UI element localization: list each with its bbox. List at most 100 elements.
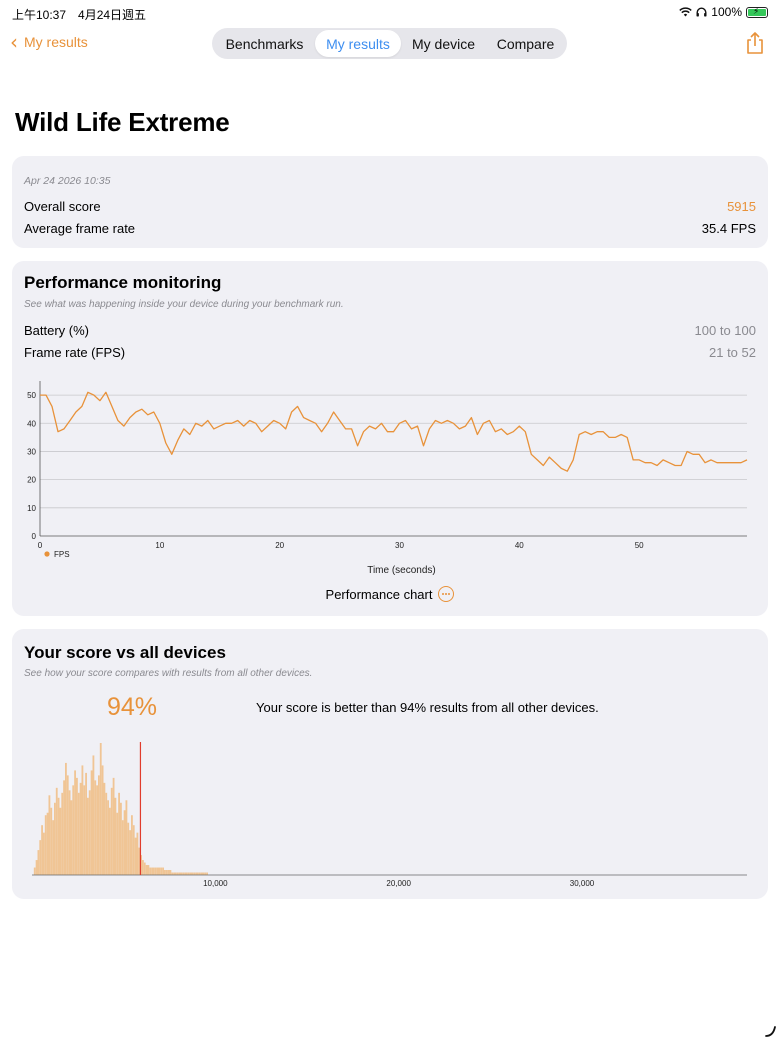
histogram-bar [154,867,157,875]
performance-title: Performance monitoring [24,273,222,292]
x-tick-label-20: 20 [275,541,284,550]
histogram-bar [120,802,122,875]
histogram-bar [156,867,159,875]
histogram-bar [197,872,199,875]
battery-range: 100 to 100 [694,323,756,338]
histogram-bar [191,872,194,875]
overall-score-label: Overall score [24,199,101,214]
more-icon[interactable] [438,586,455,602]
histogram-bar [178,872,181,875]
histogram-bar [98,775,100,875]
x-tick-label-30: 30 [395,541,404,550]
histogram-bar [76,777,78,875]
histogram-bar [110,787,113,875]
histogram-bar [125,800,128,875]
histogram-bar [66,775,69,875]
histogram-bar [83,785,86,875]
histogram-bar [74,770,76,875]
histogram-bar [138,847,141,875]
histogram-bar [176,872,179,875]
histogram-bar [149,867,152,875]
histogram-bar [72,785,75,875]
histogram-bar [187,872,190,875]
battery-label: Battery (%) [24,323,90,338]
histogram-bar [109,807,111,875]
histogram-bar [105,792,108,875]
overall-score-row: Overall score 5915 [24,199,756,214]
status-bar: 上午10:37 4月24日週五 100% ⚡ [0,0,780,26]
histogram-bar [77,792,80,875]
histogram-bar [87,797,89,875]
histogram-bar [167,870,170,875]
histogram-bar [165,870,168,875]
histogram-bar [35,860,38,875]
y-tick-label-0: 0 [32,532,37,541]
nav-bar: ‹ My results Benchmarks My results My de… [0,26,780,62]
histogram-bar [81,765,84,875]
average-fps-row: Average frame rate 35.4 FPS [24,221,756,236]
score-distribution-chart: 10,000 20,000 30,000 [32,742,747,888]
tab-benchmarks[interactable]: Benchmarks [225,35,304,52]
histogram-bar [79,782,82,875]
histogram-bar [171,872,174,875]
percentile-value: 94% [107,693,158,721]
segmented-control: Benchmarks My results My device Compare [212,28,567,59]
histogram-bar [184,872,186,875]
histogram-bar [140,855,142,875]
histogram-bar [85,772,87,875]
histogram-bar [99,743,102,875]
histogram-bar [193,872,196,875]
y-tick-label-40: 40 [27,419,36,428]
back-button[interactable]: ‹ My results [10,32,88,52]
histogram-bar [186,872,188,875]
framerate-label: Frame rate (FPS) [24,345,126,360]
histogram-bar [204,872,207,875]
histogram-bar [68,790,71,875]
histogram-bar [136,832,139,875]
status-time: 上午10:37 4月24日週五 [12,8,147,22]
histogram-bar [198,872,201,875]
histogram-bar [92,755,95,875]
histogram-bar [131,815,133,875]
x-tick-label-0: 0 [38,541,43,550]
histogram-bar [54,802,56,875]
histogram-bar [61,792,64,875]
status-right: 100% ⚡ [679,5,768,19]
histogram-bar [94,780,97,875]
performance-chart-link[interactable]: Performance chart [12,586,768,602]
histogram-bar [96,785,98,875]
x-tick-label-50: 50 [635,541,644,550]
histogram-bar [70,800,73,875]
histogram-bar [142,860,144,875]
histogram-bar [46,812,49,875]
wifi-icon [679,7,693,17]
histogram-bar [153,867,155,875]
histogram-bar [189,872,192,875]
x-tick-label-40: 40 [515,541,524,550]
histogram-bar [57,797,60,875]
x-axis-label: Time (seconds) [367,565,436,576]
performance-subtitle: See what was happening inside your devic… [24,299,344,310]
histogram-bar [158,867,161,875]
histogram-bar [143,862,146,875]
histogram-bar [37,850,40,875]
histogram-bar [55,787,58,875]
comparison-card: Your score vs all devices See how your s… [12,629,768,899]
histogram-bar [121,820,124,875]
histogram-bar [151,867,153,875]
share-icon[interactable] [744,31,766,55]
y-tick-label-30: 30 [27,447,36,456]
back-label: My results [24,34,88,50]
histogram-bar [63,780,65,875]
histogram-bar [145,865,148,875]
fps-line-chart: 0 10 20 30 40 50 0 10 20 30 40 50 FPS Time (seconds) [27,381,748,576]
tab-compare[interactable]: Compare [496,35,555,52]
x-tick-label-10: 10 [155,541,164,550]
histogram-bar [118,792,120,875]
x-tick-label-30000: 30,000 [570,879,595,888]
histogram-bar [88,790,91,875]
tab-my-results[interactable]: My results [315,30,401,57]
tab-my-device[interactable]: My device [411,35,476,52]
pencil-indicator-icon [765,1026,776,1037]
histogram-bar [160,867,163,875]
